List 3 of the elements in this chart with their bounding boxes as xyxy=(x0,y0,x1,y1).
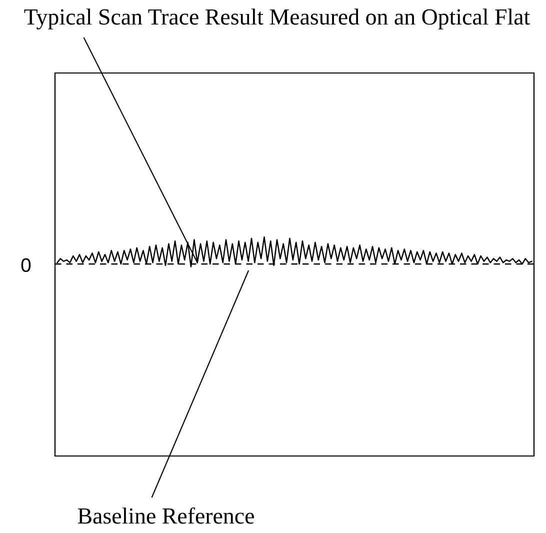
text: 0 xyxy=(21,258,31,272)
chart-title: Typical Scan Trace Result Measured on an Optical Flat xyxy=(24,8,530,30)
ref-line-label: Baseline Reference xyxy=(78,507,254,524)
